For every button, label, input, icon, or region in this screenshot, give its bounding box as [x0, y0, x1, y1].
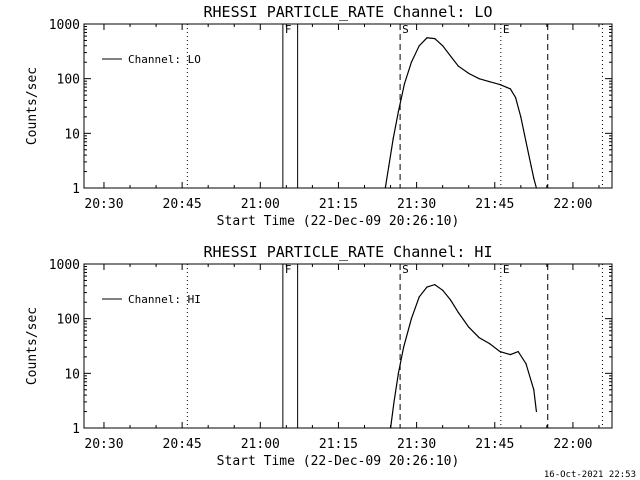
series-point [478, 337, 480, 339]
event-marker-label: E [503, 263, 510, 276]
series-point [449, 55, 452, 57]
event-marker-label: F [285, 23, 292, 36]
series-point [388, 165, 390, 167]
series-point [397, 110, 399, 113]
series-point [509, 354, 511, 356]
y-tick-label: 100 [57, 73, 80, 88]
x-tick-label: 21:45 [475, 197, 514, 212]
x-tick-label: 20:45 [163, 197, 202, 212]
x-tick-label: 21:00 [241, 437, 280, 452]
series-point [525, 363, 527, 365]
series-point [392, 138, 394, 140]
series-point [515, 97, 517, 99]
legend-label: Channel: HI [128, 293, 201, 306]
series-point [434, 38, 436, 40]
y-tick-label: 1000 [49, 258, 80, 273]
event-marker-label: E [503, 23, 510, 36]
series-point [434, 283, 436, 286]
series-point [403, 83, 406, 85]
series-point [442, 45, 444, 47]
series-point [509, 88, 511, 90]
x-tick-label: 21:30 [397, 437, 436, 452]
y-tick-label: 10 [64, 367, 80, 382]
y-axis-label: Counts/sec [25, 67, 40, 145]
series-point [533, 389, 535, 391]
x-tick-label: 20:45 [163, 437, 202, 452]
series-point [468, 72, 470, 74]
series-point [426, 37, 428, 39]
x-tick-label: 21:15 [319, 437, 358, 452]
series-point [488, 81, 491, 83]
x-tick-label: 22:00 [553, 437, 592, 452]
series-point [418, 45, 420, 47]
event-marker-label: S [402, 23, 409, 36]
y-tick-label: 1 [72, 422, 80, 437]
plot-frame [83, 263, 613, 429]
x-tick-label: 21:00 [241, 197, 280, 212]
series-point [499, 83, 501, 86]
series-point [499, 350, 501, 353]
series-point [410, 61, 412, 63]
series-point [533, 177, 535, 179]
event-marker-label: F [285, 263, 292, 276]
x-axis-label: Start Time (22-Dec-09 20:26:10) [217, 454, 460, 469]
y-tick-label: 10 [64, 127, 80, 142]
series-point [397, 372, 399, 374]
series-point [517, 350, 519, 353]
x-tick-label: 22:00 [553, 197, 592, 212]
x-tick-label: 21:30 [397, 197, 436, 212]
y-tick-label: 100 [57, 313, 80, 328]
y-tick-label: 1 [72, 182, 80, 197]
series-point [418, 296, 420, 298]
event-marker-label: S [402, 263, 409, 276]
x-tick-label: 21:45 [475, 437, 514, 452]
series-point [402, 346, 405, 348]
x-axis-label: Start Time (22-Dec-09 20:26:10) [217, 214, 460, 229]
y-axis-label: Counts/sec [25, 307, 40, 385]
series-point [449, 299, 452, 301]
x-tick-label: 21:15 [319, 197, 358, 212]
legend-label: Channel: LO [128, 53, 201, 66]
series-point [535, 410, 538, 413]
series-point [520, 116, 522, 118]
x-tick-label: 20:30 [84, 197, 123, 212]
series-line-channel-hi [390, 283, 537, 429]
series-point [457, 65, 459, 67]
series-point [468, 326, 470, 328]
series-point [478, 78, 480, 80]
plot-frame [83, 23, 613, 189]
x-tick-label: 20:30 [84, 437, 123, 452]
footer-timestamp: 16-Oct-2021 22:53 [544, 470, 636, 480]
series-point [442, 289, 444, 291]
series-point [410, 318, 412, 320]
series-point [525, 141, 527, 143]
series-point [457, 311, 459, 314]
chart-title: RHESSI PARTICLE_RATE Channel: LO [204, 3, 493, 21]
series-point [530, 165, 532, 167]
series-point [389, 427, 392, 429]
series-point [384, 187, 386, 189]
chart-title: RHESSI PARTICLE_RATE Channel: HI [204, 243, 493, 261]
series-point [535, 187, 538, 189]
series-point [488, 342, 491, 345]
series-point [426, 286, 428, 288]
y-tick-label: 1000 [49, 18, 80, 33]
series-line-channel-lo [384, 37, 537, 189]
series-point [393, 401, 395, 403]
